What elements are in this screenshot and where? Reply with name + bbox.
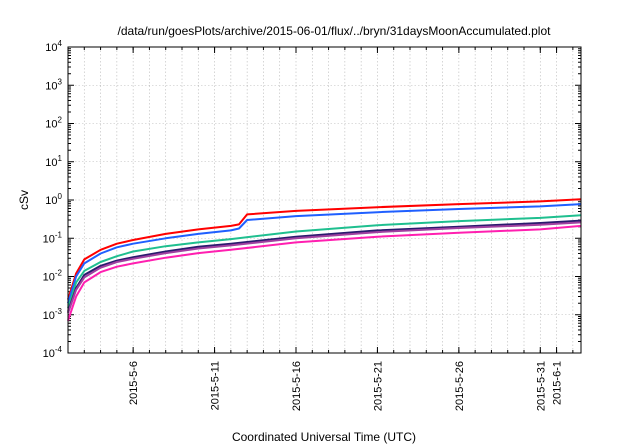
x-tick-label: 2015-5-31 [535,361,547,411]
y-tick-label: 10-4 [43,345,63,360]
x-tick-label: 2015-5-26 [454,361,466,411]
y-axis-label: cSv [17,190,31,210]
series-lines [67,198,582,322]
y-tick-label: 10-3 [43,307,63,322]
x-axis: 2015-5-6 2015-5-11 2015-5-16 2015-5-21 2015-… [83,47,574,411]
y-tick-label: 103 [45,77,62,92]
series-line-2 [67,203,582,304]
x-tick-label: 2015-5-11 [210,361,222,410]
series-line-5 [67,221,582,314]
series-line-1 [67,198,582,300]
x-tick-label: 2015-5-6 [128,361,140,405]
series-line-4 [67,219,582,313]
x-tick-label: 2015-5-21 [372,361,384,411]
series-line-6 [67,224,582,322]
x-tick-label: 2015-6-1 [552,361,564,405]
y-axis: 10-4 10-3 10-2 10-1 100 101 102 103 104 [43,39,581,360]
y-tick-label: 102 [45,116,62,131]
chart-title: /data/run/goesPlots/archive/2015-06-01/f… [118,24,552,38]
y-tick-label: 101 [45,154,62,169]
plot-frame [67,46,582,354]
series-line-3 [67,214,582,309]
y-tick-label: 10-2 [43,269,63,284]
x-axis-label: Coordinated Universal Time (UTC) [232,430,416,444]
grid-lines [68,47,581,353]
y-tick-label: 100 [45,192,62,207]
x-tick-label: 2015-5-16 [291,361,303,411]
y-tick-label: 104 [45,39,62,54]
y-tick-label: 10-1 [43,230,63,245]
